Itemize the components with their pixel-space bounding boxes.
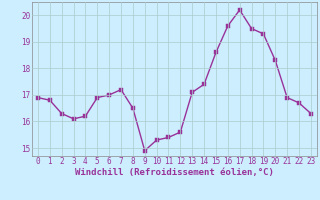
X-axis label: Windchill (Refroidissement éolien,°C): Windchill (Refroidissement éolien,°C) [75,168,274,177]
